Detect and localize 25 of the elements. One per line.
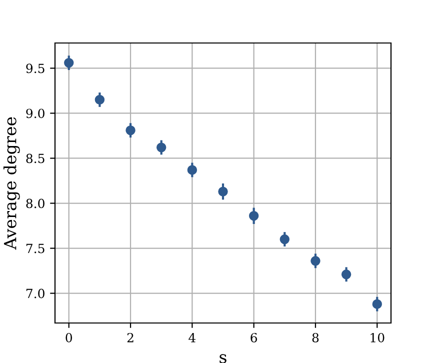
point [341,270,352,280]
point [64,58,74,68]
point [156,142,166,152]
point [94,94,105,105]
y-tick-label: 8.0 [26,198,44,208]
y-tick-label: 7.0 [26,288,44,298]
y-axis-title: Average degree [3,117,20,250]
y-tick-label: 9.0 [26,108,44,118]
x-tick-label: 0 [66,332,72,342]
point [372,299,382,309]
x-tick-label: 6 [250,332,258,342]
x-tick-label: 2 [127,332,134,342]
x-axis-title: s [220,354,226,363]
x-tick-label: 8 [312,332,319,342]
point [310,256,320,266]
point [248,211,259,221]
point [126,125,136,136]
y-tick-label: 9.5 [26,64,44,74]
point [280,234,290,244]
point [187,165,198,175]
y-tick-label: 7.5 [26,244,44,254]
y-tick-label: 8.5 [26,154,44,164]
x-tick-label: 4 [188,332,196,342]
x-tick-label: 10 [370,332,384,342]
point [218,186,228,196]
